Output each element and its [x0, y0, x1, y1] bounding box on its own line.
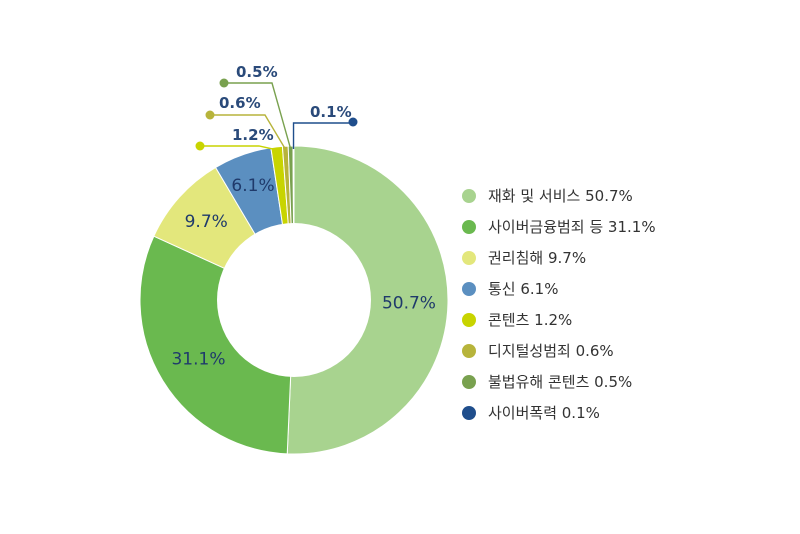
chart-legend: 재화 및 서비스 50.7% 사이버금융범죄 등 31.1% 권리침해 9.7% 통신…: [462, 180, 792, 428]
callout-dot-illegal: [219, 78, 229, 88]
legend-swatch-finance: [462, 219, 476, 234]
callout-labels: 1.2% 0.6% 0.5% 0.1%: [195, 63, 358, 151]
legend-item-telecom: 통신 6.1%: [462, 273, 792, 304]
callout-label-digital: 0.6%: [219, 94, 261, 112]
callout-line-contents: [200, 145, 278, 151]
legend-swatch-rights: [462, 250, 476, 265]
legend-label-finance: 사이버금융범죄 등 31.1%: [488, 218, 656, 236]
legend-swatch-illegal: [462, 374, 476, 389]
slice-label-finance: 31.1%: [171, 350, 225, 370]
legend-label-telecom: 통신 6.1%: [488, 280, 559, 298]
legend-label-illegal: 불법유해 콘텐츠 0.5%: [488, 373, 633, 391]
legend-label-violence: 사이버폭력 0.1%: [488, 404, 600, 422]
legend-label-rights: 권리침해 9.7%: [488, 249, 587, 267]
legend-swatch-contents: [462, 312, 476, 327]
legend-item-service: 재화 및 서비스 50.7%: [462, 180, 792, 211]
callout-line-digital: [210, 114, 287, 150]
legend-label-service: 재화 및 서비스 50.7%: [488, 187, 633, 205]
legend-swatch-violence: [462, 405, 476, 420]
legend-swatch-digital: [462, 343, 476, 358]
donut-hole: [217, 223, 371, 377]
slice-label-telecom: 6.1%: [231, 176, 274, 196]
callout-label-violence: 0.1%: [310, 103, 352, 121]
slice-value-labels: 50.7% 31.1% 9.7%6.1%: [171, 176, 435, 369]
callout-label-illegal: 0.5%: [236, 63, 278, 81]
slice-label-rights: 9.7%: [185, 212, 228, 232]
legend-item-contents: 콘텐츠 1.2%: [462, 304, 792, 335]
callout-line-illegal: [224, 82, 292, 150]
callout-dot-violence: [348, 117, 358, 127]
legend-item-violence: 사이버폭력 0.1%: [462, 397, 792, 428]
callout-line-violence: [292, 122, 349, 150]
legend-label-digital: 디지털성범죄 0.6%: [488, 342, 614, 360]
legend-item-digital: 디지털성범죄 0.6%: [462, 335, 792, 366]
callout-dot-digital: [205, 110, 215, 120]
callout-dot-contents: [195, 141, 205, 151]
legend-item-finance: 사이버금융범죄 등 31.1%: [462, 211, 792, 242]
callout-label-contents: 1.2%: [232, 126, 274, 144]
legend-swatch-service: [462, 188, 476, 203]
legend-item-illegal: 불법유해 콘텐츠 0.5%: [462, 366, 792, 397]
legend-item-rights: 권리침해 9.7%: [462, 242, 792, 273]
legend-label-contents: 콘텐츠 1.2%: [488, 311, 573, 329]
legend-swatch-telecom: [462, 281, 476, 296]
slice-label-service: 50.7%: [382, 294, 436, 314]
